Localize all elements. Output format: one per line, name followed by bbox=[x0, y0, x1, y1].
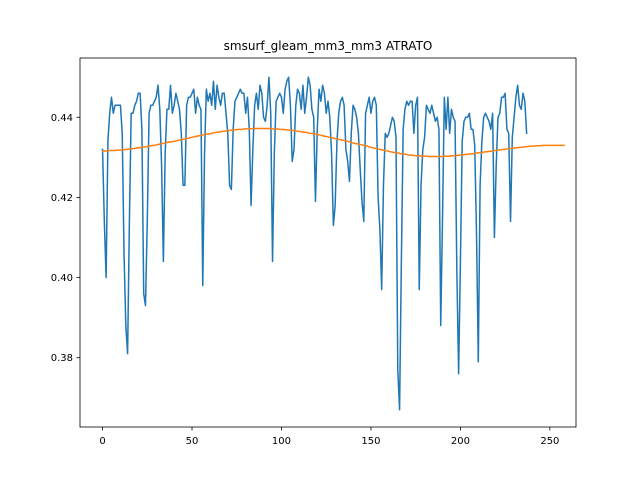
x-tick-label: 200 bbox=[451, 436, 470, 447]
x-tick-label: 150 bbox=[361, 436, 380, 447]
y-tick-label: 0.44 bbox=[51, 113, 73, 124]
axes-layer: 0 50 100 150 200 250 0.38 0.40 0.42 0.44 bbox=[51, 57, 577, 447]
x-tick-label: 100 bbox=[272, 436, 291, 447]
y-tick-label: 0.38 bbox=[51, 353, 73, 364]
y-tick-label: 0.40 bbox=[51, 273, 73, 284]
axes-frame bbox=[79, 57, 577, 428]
x-tick-label: 50 bbox=[186, 436, 199, 447]
series-line-2 bbox=[101, 127, 565, 158]
y-tick-label: 0.42 bbox=[51, 193, 73, 204]
chart-title: smsurf_gleam_mm3_mm3 ATRATO bbox=[224, 39, 433, 53]
series-layer bbox=[101, 76, 565, 411]
series-line-1 bbox=[101, 76, 528, 411]
x-tick-label: 0 bbox=[99, 436, 105, 447]
x-tick-label: 250 bbox=[540, 436, 559, 447]
